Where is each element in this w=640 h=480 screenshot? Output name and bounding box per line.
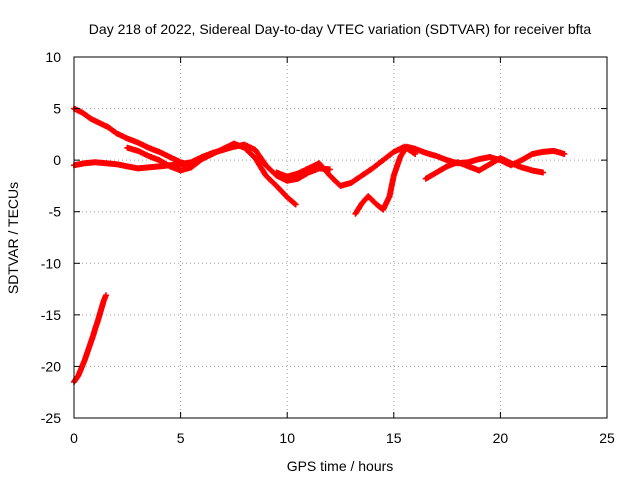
plot-frame [73,56,608,419]
y-tick-label: 10 [45,49,61,65]
y-tick-label: 0 [53,152,61,168]
y-tick-label: -15 [41,307,61,323]
axis-ticks: 0 5 10 15 20 25 10 5 0 -5 -10 -15 -20 -25 [41,49,615,446]
series-satellite-track-7 [71,292,109,385]
x-tick-label: 20 [493,430,509,446]
x-tick-label: 0 [70,430,78,446]
x-tick-label: 15 [386,430,402,446]
x-tick-label: 25 [599,430,615,446]
data-points [71,105,568,385]
x-tick-label: 5 [177,430,185,446]
data-point [291,200,298,207]
data-point [292,201,299,208]
series-satellite-track-5 [352,143,568,217]
y-tick-label: -25 [41,410,61,426]
x-tick-label: 10 [279,430,295,446]
data-point [561,150,568,157]
y-tick-label: -10 [41,255,61,271]
x-axis-label: GPS time / hours [287,458,394,474]
chart-title: Day 218 of 2022, Sidereal Day-to-day VTE… [89,21,592,37]
y-tick-label: -20 [41,358,61,374]
y-tick-label: 5 [53,101,61,117]
data-point [102,292,109,299]
y-axis-label: SDTVAR / TECUs [5,182,21,294]
grid [74,57,607,418]
series-satellite-track-6 [422,155,547,182]
data-point [540,169,547,176]
series-satellite-track-1 [71,105,195,169]
y-tick-label: -5 [49,204,62,220]
series-satellite-track-3 [124,140,299,208]
data-point [412,150,419,157]
